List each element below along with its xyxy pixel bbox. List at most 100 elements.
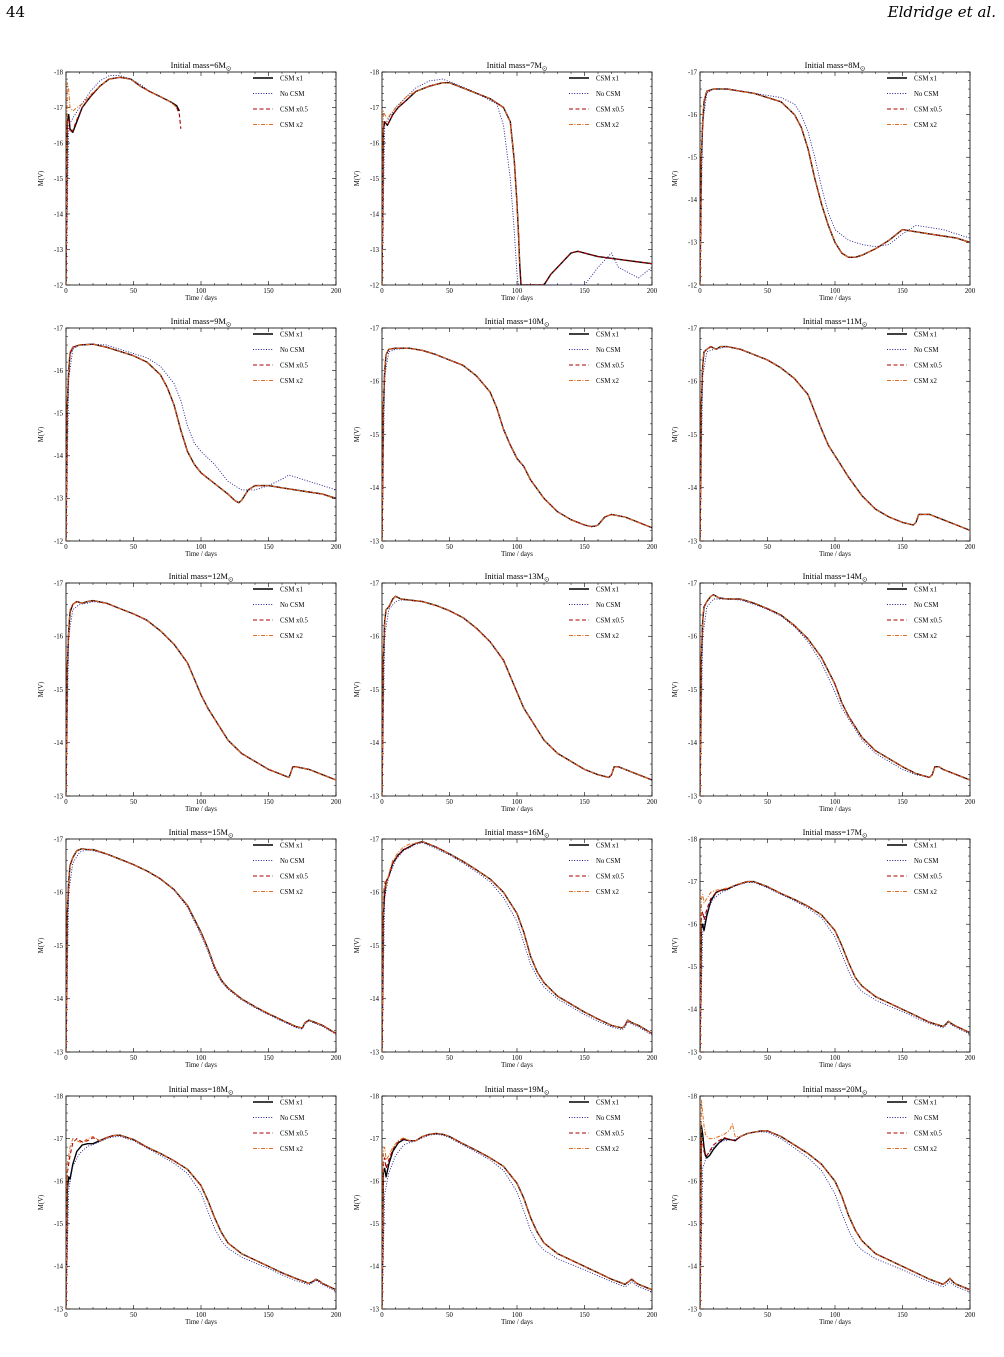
- x-tick-label: 100: [512, 288, 523, 295]
- series-line-csm-x2: [700, 346, 970, 541]
- panel-title: Initial mass=19M⊙: [485, 1085, 550, 1097]
- plot-frame: [381, 1095, 653, 1310]
- y-tick-label: -16: [370, 634, 380, 641]
- panel-4: Initial mass=9M⊙ 0 50 100 150 200 -17 -16 -15 -14…: [38, 317, 342, 558]
- legend: CSM x1 No CSM CSM x0.5 CSM x2: [253, 586, 309, 640]
- x-tick-label: 200: [965, 1312, 976, 1319]
- series-line-csm-x1: [700, 594, 970, 796]
- panel-14: Initial mass=19M⊙ 0 50 100 150 200 -18 -17 -16 -1…: [354, 1085, 658, 1326]
- x-tick-label: 50: [764, 1055, 771, 1062]
- y-tick-label: -17: [54, 325, 64, 332]
- legend-label: No CSM: [914, 347, 938, 354]
- solar-mass-symbol: ⊙: [544, 1090, 550, 1097]
- panel-3: Initial mass=8M⊙ 0 50 100 150 200 -17 -16 -15 -14…: [672, 61, 976, 302]
- legend-label: CSM x0.5: [914, 362, 943, 369]
- series-line-csm-x0-5: [66, 76, 182, 285]
- legend-label: CSM x0.5: [280, 617, 309, 624]
- series-line-no-csm: [66, 1136, 336, 1309]
- plot-frame: [699, 1095, 971, 1310]
- legend-label: No CSM: [596, 858, 620, 865]
- x-tick-label: 150: [263, 288, 274, 295]
- y-tick-label: -16: [688, 112, 698, 119]
- y-tick-label: -16: [54, 368, 64, 375]
- legend-label: CSM x1: [280, 331, 303, 338]
- y-tick-label: -17: [370, 1136, 380, 1143]
- x-tick-label: 0: [380, 288, 384, 295]
- y-tick-label: -18: [688, 1093, 698, 1100]
- legend-label: CSM x2: [596, 633, 619, 640]
- y-tick-label: -17: [370, 580, 380, 587]
- series-line-csm-x1: [382, 1132, 652, 1309]
- y-tick-label: -17: [54, 580, 64, 587]
- panel-6: Initial mass=11M⊙ 0 50 100 150 200 -17 -16 -15 -1…: [672, 317, 976, 558]
- panel-title: Initial mass=13M⊙: [485, 572, 550, 584]
- legend-label: CSM x1: [280, 1099, 303, 1106]
- x-tick-label: 100: [512, 1055, 523, 1062]
- panel-7: Initial mass=12M⊙ 0 50 100 150 200 -17 -16 -15 -1…: [38, 572, 342, 813]
- y-tick-label: -15: [370, 176, 380, 183]
- x-tick-label: 200: [647, 1055, 658, 1062]
- x-tick-label: 100: [196, 1055, 207, 1062]
- plot-frame: [65, 71, 337, 286]
- x-axis-label: Time / days: [185, 551, 217, 558]
- y-tick-label: -16: [370, 379, 380, 386]
- x-axis-label: Time / days: [819, 1062, 851, 1069]
- x-tick-label: 100: [830, 1055, 841, 1062]
- legend-label: CSM x1: [914, 586, 937, 593]
- y-tick-label: -14: [370, 485, 380, 492]
- y-axis-label: M(V): [672, 171, 679, 186]
- legend-label: CSM x0.5: [914, 873, 943, 880]
- x-tick-label: 150: [263, 1055, 274, 1062]
- y-tick-label: -17: [688, 879, 698, 886]
- y-tick-label: -16: [54, 140, 64, 147]
- y-tick-label: -15: [688, 155, 698, 162]
- legend: CSM x1 No CSM CSM x0.5 CSM x2: [887, 75, 943, 129]
- plot-frame: [65, 582, 337, 797]
- panel-11: Initial mass=16M⊙ 0 50 100 150 200 -17 -16 -15 -1…: [354, 828, 658, 1069]
- series-line-csm-x2: [700, 594, 970, 796]
- x-tick-label: 200: [331, 1055, 342, 1062]
- plot-frame: [381, 838, 653, 1053]
- legend-label: CSM x2: [596, 378, 619, 385]
- y-tick-label: -14: [54, 211, 64, 218]
- x-tick-label: 150: [579, 288, 590, 295]
- y-tick-label: -13: [370, 1049, 380, 1056]
- y-tick-label: -15: [688, 964, 698, 971]
- legend-label: CSM x2: [596, 122, 619, 129]
- series-line-csm-x2: [382, 82, 521, 285]
- series-line-csm-x0-5: [700, 881, 970, 1052]
- x-tick-label: 150: [897, 1312, 908, 1319]
- y-tick-label: -14: [54, 740, 64, 747]
- x-axis-label: Time / days: [819, 295, 851, 302]
- x-tick-label: 150: [897, 799, 908, 806]
- x-tick-label: 200: [965, 799, 976, 806]
- series-line-csm-x0-5: [382, 82, 652, 285]
- y-axis-label: M(V): [38, 427, 45, 442]
- x-axis-label: Time / days: [501, 1319, 533, 1326]
- series-line-no-csm: [700, 88, 970, 285]
- y-tick-label: -18: [54, 1093, 64, 1100]
- y-tick-label: -14: [688, 485, 698, 492]
- x-tick-label: 100: [830, 799, 841, 806]
- legend-label: CSM x1: [914, 331, 937, 338]
- x-tick-label: 100: [196, 288, 207, 295]
- series-line-no-csm: [700, 346, 970, 541]
- legend-label: CSM x1: [596, 586, 619, 593]
- y-tick-label: -16: [688, 634, 698, 641]
- legend-label: CSM x1: [596, 1099, 619, 1106]
- series-line-csm-x2: [66, 1134, 336, 1309]
- panel-12: Initial mass=17M⊙ 0 50 100 150 200 -18 -17 -16 -1…: [672, 828, 976, 1069]
- panel-title: Initial mass=14M⊙: [803, 572, 868, 584]
- x-tick-label: 0: [698, 544, 702, 551]
- series-line-csm-x1: [66, 76, 181, 285]
- x-tick-label: 50: [446, 799, 453, 806]
- plot-frame: [699, 327, 971, 542]
- y-tick-label: -13: [54, 793, 64, 800]
- x-tick-label: 50: [446, 1055, 453, 1062]
- solar-mass-symbol: ⊙: [862, 1090, 868, 1097]
- legend: CSM x1 No CSM CSM x0.5 CSM x2: [887, 586, 943, 640]
- legend-label: CSM x1: [596, 331, 619, 338]
- legend-label: No CSM: [596, 1115, 620, 1122]
- solar-mass-symbol: ⊙: [544, 322, 550, 329]
